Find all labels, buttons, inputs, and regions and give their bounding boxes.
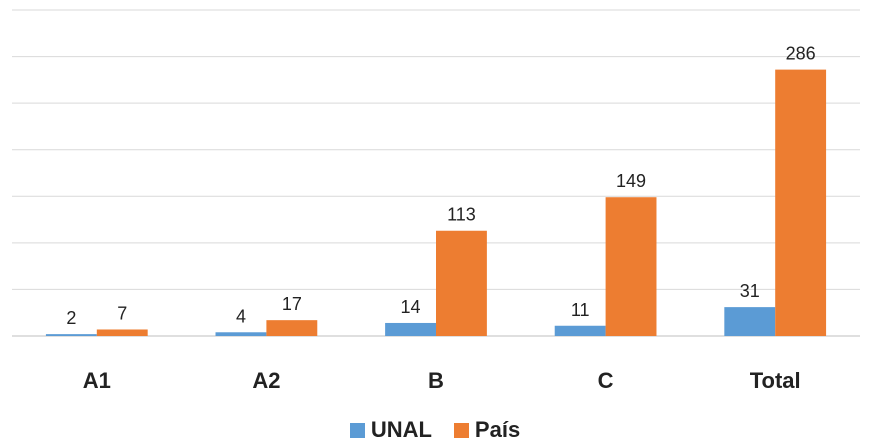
bar-pa-s-c: [605, 197, 657, 336]
bar-unal-a2: [215, 332, 267, 336]
data-label-unal-total: 31: [740, 281, 760, 301]
legend-label-pais: País: [474, 417, 521, 442]
x-tick-label-total: Total: [750, 368, 801, 393]
x-tick-label-a2: A2: [252, 368, 280, 393]
x-axis-tick-labels: A1 A2 B C Total: [83, 368, 801, 393]
x-tick-label-a1: A1: [83, 368, 111, 393]
x-tick-label-c: C: [598, 368, 614, 393]
x-tick-label-b: B: [428, 368, 444, 393]
legend-item-unal: UNAL: [349, 417, 432, 443]
bar-pa-s-a2: [266, 320, 318, 336]
data-label-pa-s-total: 286: [786, 44, 816, 64]
legend-swatch-pais: [453, 422, 469, 438]
data-label-pa-s-a1: 7: [117, 303, 127, 323]
bar-unal-a1: [45, 334, 97, 336]
legend-label-unal: UNAL: [370, 417, 432, 442]
bars: [45, 69, 827, 337]
data-label-unal-c: 11: [571, 300, 590, 320]
data-label-pa-s-b: 113: [447, 205, 476, 225]
bar-pa-s-b: [436, 230, 487, 336]
data-label-unal-a1: 2: [66, 308, 76, 328]
data-label-unal-b: 14: [401, 297, 421, 317]
legend-swatch-unal: [349, 422, 365, 438]
legend-item-pais: País: [453, 417, 521, 443]
data-label-unal-a2: 4: [236, 306, 246, 326]
bar-pa-s-a1: [96, 329, 148, 336]
bar-unal-total: [724, 307, 776, 336]
data-labels: 2 7 4 17 14 113 11 149 31 286: [66, 44, 815, 329]
bar-unal-c: [554, 325, 606, 336]
legend: UNAL País: [0, 417, 870, 443]
data-label-pa-s-c: 149: [616, 171, 646, 191]
bar-pa-s-total: [775, 69, 827, 337]
bar-unal-b: [385, 322, 436, 336]
data-label-pa-s-a2: 17: [282, 294, 302, 314]
